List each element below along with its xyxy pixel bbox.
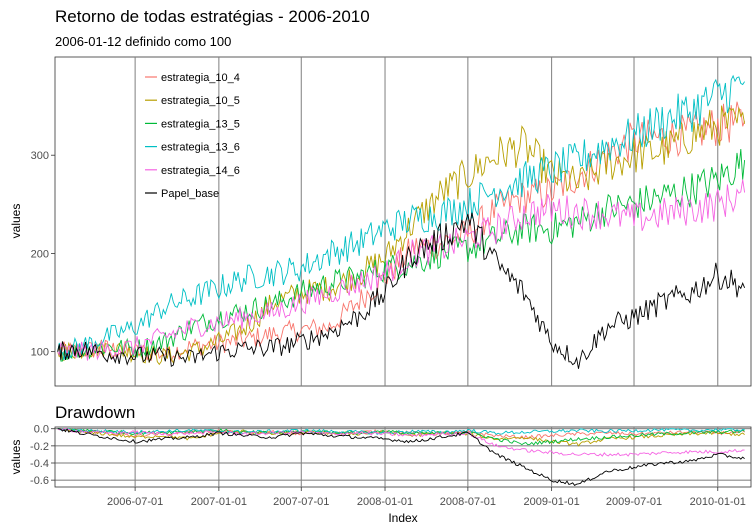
- drawdown-y-tick-label: -0.4: [30, 458, 49, 470]
- drawdown-y-axis: 0.0 -0.2 -0.4 -0.6: [30, 424, 55, 487]
- drawdown-series-group: [57, 427, 745, 486]
- drawdown-series-line-estrategia_13_6: [57, 428, 745, 435]
- legend-label: estrategia_13_5: [161, 118, 240, 130]
- x-tick-label: 2009-07-01: [606, 496, 662, 508]
- x-tick-label: 2006-07-01: [107, 496, 163, 508]
- main-y-tick-label: 200: [31, 248, 49, 260]
- drawdown-title: Drawdown: [55, 403, 135, 422]
- main-series-line-estrategia_10_5: [57, 105, 746, 366]
- x-tick-label: 2010-01-01: [690, 496, 746, 508]
- drawdown-plot-frame: [54, 426, 752, 488]
- legend-label: estrategia_13_6: [161, 142, 240, 154]
- drawdown-y-tick-label: -0.6: [30, 475, 49, 487]
- legend-label: estrategia_10_5: [161, 95, 240, 107]
- x-tick-label: 2008-01-01: [357, 496, 413, 508]
- x-tick-label: 2008-07-01: [440, 496, 496, 508]
- x-axis-label: Index: [388, 511, 417, 525]
- main-series-line-estrategia_14_6: [57, 179, 746, 361]
- chart-title: Retorno de todas estratégias - 2006-2010: [55, 7, 370, 26]
- drawdown-grid: [55, 427, 751, 487]
- main-series-line-estrategia_13_5: [57, 148, 746, 362]
- chart-subtitle: 2006-01-12 definido como 100: [55, 34, 231, 49]
- drawdown-series-line-estrategia_13_5: [57, 428, 745, 446]
- x-tick-label: 2007-07-01: [273, 496, 329, 508]
- main-date-reference-lines: [134, 57, 719, 386]
- drawdown-y-axis-label: values: [9, 440, 23, 475]
- main-y-tick-label: 100: [31, 347, 49, 359]
- main-y-axis-label: values: [9, 204, 23, 239]
- legend: estrategia_10_4 estrategia_10_5 estrategia…: [145, 72, 240, 200]
- main-series-group: [57, 74, 746, 369]
- main-y-axis: 100 200 300: [31, 150, 55, 359]
- drawdown-series-line-Papel_base: [57, 427, 745, 486]
- main-y-tick-label: 300: [31, 150, 49, 162]
- main-plot-frame: [54, 56, 752, 387]
- drawdown-y-tick-label: 0.0: [34, 424, 49, 436]
- legend-label: Papel_base: [161, 188, 219, 200]
- x-tick-label: 2007-01-01: [191, 496, 247, 508]
- legend-label: estrategia_14_6: [161, 165, 240, 177]
- drawdown-series-line-estrategia_14_6: [57, 428, 745, 457]
- x-axis: 2006-07-01 2007-01-01 2007-07-01 2008-01-01…: [107, 487, 746, 508]
- main-series-line-estrategia_13_6: [57, 74, 745, 361]
- main-series-line-Papel_base: [57, 212, 746, 369]
- main-series-line-estrategia_10_4: [57, 101, 746, 363]
- legend-label: estrategia_10_4: [161, 72, 240, 84]
- drawdown-y-tick-label: -0.2: [30, 441, 49, 453]
- x-tick-label: 2009-01-01: [523, 496, 579, 508]
